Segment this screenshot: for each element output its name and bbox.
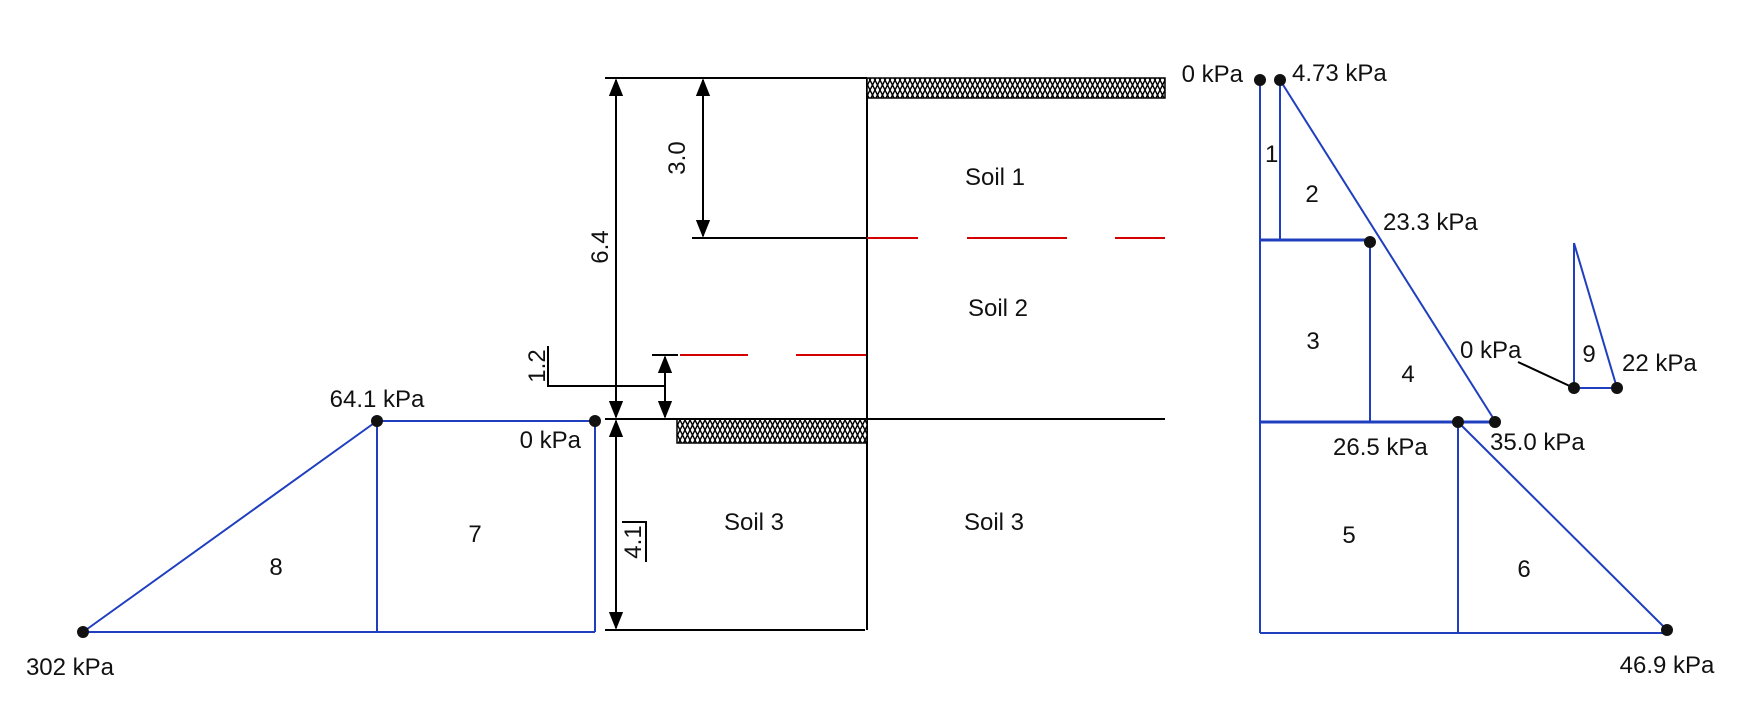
upper-hypotenuse bbox=[1279, 79, 1496, 422]
dim-4-1-box bbox=[622, 521, 647, 562]
passive-pressure-diagram: 64.1 kPa 0 kPa 302 kPa 7 8 bbox=[26, 386, 601, 681]
dim-1-2-leader bbox=[547, 346, 665, 387]
label-22: 22 kPa bbox=[1622, 350, 1697, 377]
dim-4-1-label: 4.1 bbox=[620, 525, 647, 558]
point-0-left bbox=[589, 415, 601, 427]
point-4-73 bbox=[1274, 74, 1286, 86]
soil-2-label: Soil 2 bbox=[968, 295, 1028, 322]
point-22 bbox=[1611, 382, 1623, 394]
area-1-label: 1 bbox=[1265, 141, 1278, 168]
label-0-top: 0 kPa bbox=[1182, 61, 1244, 88]
soil-3-right-label: Soil 3 bbox=[964, 509, 1024, 536]
point-64-1 bbox=[371, 415, 383, 427]
area-9-triangle bbox=[1573, 242, 1619, 389]
dimensions: 3.0 6.4 1.2 4.1 bbox=[524, 78, 711, 630]
area-8-hypotenuse bbox=[82, 420, 378, 633]
dim-6-4-label: 6.4 bbox=[587, 230, 614, 263]
point-35-0 bbox=[1489, 416, 1501, 428]
soil-section: Soil 1 Soil 2 Soil 3 Soil 3 bbox=[605, 77, 1166, 631]
area-6-label: 6 bbox=[1517, 556, 1530, 583]
area-9-label: 9 bbox=[1582, 341, 1595, 368]
dim-1-2-label: 1.2 bbox=[524, 349, 551, 382]
point-23-3 bbox=[1364, 236, 1376, 248]
label-46-9: 46.9 kPa bbox=[1620, 652, 1715, 679]
area-5-label: 5 bbox=[1342, 522, 1355, 549]
area-2-label: 2 bbox=[1305, 181, 1318, 208]
area-9-leader bbox=[1517, 361, 1575, 389]
dim-3-0-label: 3.0 bbox=[664, 141, 691, 174]
point-302 bbox=[77, 626, 89, 638]
soil-3-left-label: Soil 3 bbox=[724, 509, 784, 536]
label-302: 302 kPa bbox=[26, 654, 115, 681]
label-0-left: 0 kPa bbox=[520, 427, 582, 454]
point-0-top bbox=[1254, 74, 1266, 86]
ground-surface-top bbox=[866, 77, 1166, 99]
point-46-9 bbox=[1661, 624, 1673, 636]
label-26-5: 26.5 kPa bbox=[1333, 434, 1428, 461]
area-7-label: 7 bbox=[468, 521, 481, 548]
point-0-mid bbox=[1568, 382, 1580, 394]
ground-surface-excavation bbox=[676, 418, 868, 444]
area-8-label: 8 bbox=[269, 554, 282, 581]
label-35-0: 35.0 kPa bbox=[1490, 429, 1585, 456]
label-64-1: 64.1 kPa bbox=[330, 386, 425, 413]
label-4-73: 4.73 kPa bbox=[1292, 60, 1387, 87]
label-23-3: 23.3 kPa bbox=[1383, 209, 1478, 236]
label-0-mid: 0 kPa bbox=[1460, 337, 1522, 364]
area-3-label: 3 bbox=[1306, 328, 1319, 355]
lower-hypotenuse bbox=[1457, 421, 1668, 631]
soil-1-label: Soil 1 bbox=[965, 164, 1025, 191]
area-4-label: 4 bbox=[1401, 361, 1414, 388]
point-26-5 bbox=[1452, 416, 1464, 428]
active-pressure-diagram: 0 kPa 4.73 kPa 23.3 kPa 0 kPa 22 kPa 26.… bbox=[1182, 60, 1715, 679]
